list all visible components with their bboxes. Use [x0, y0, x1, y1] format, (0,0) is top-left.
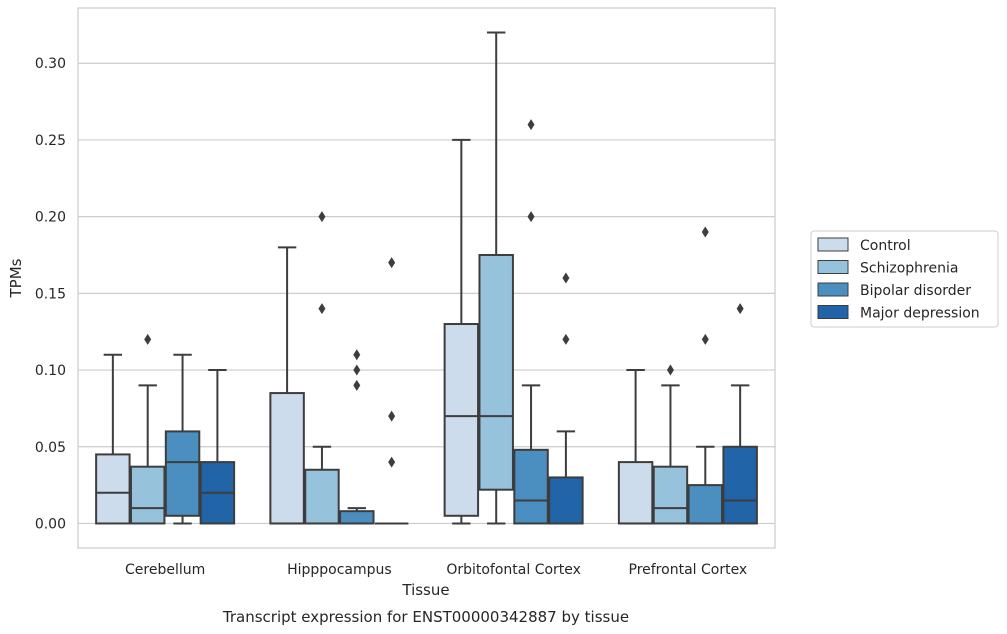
x-tick-label: Orbitofontal Cortex [446, 562, 581, 578]
box-body [164, 430, 201, 517]
x-tick-label: Prefrontal Cortex [629, 562, 748, 578]
y-tick-label: 0.05 [35, 440, 66, 456]
y-tick-label: 0.10 [35, 363, 66, 379]
legend-label: Major depression [860, 306, 980, 322]
outlier-point [144, 333, 152, 345]
outlier-point [388, 410, 396, 422]
y-tick-label: 0.15 [35, 286, 66, 302]
box-bipolar-disorder [687, 226, 724, 525]
legend-label: Bipolar disorder [860, 283, 971, 299]
outlier-point [388, 257, 396, 269]
box-schizophrenia [129, 333, 166, 525]
box-bipolar-disorder [164, 353, 201, 525]
box-body [722, 445, 758, 525]
outlier-point [353, 379, 361, 391]
legend: Control Schizophrenia Bipolar disorder Majo… [810, 230, 999, 328]
y-tick-label: 0.00 [35, 516, 66, 532]
outlier-point [701, 226, 709, 238]
outlier-point [318, 211, 326, 223]
outlier-point [318, 303, 326, 315]
box-body [652, 465, 689, 525]
outlier-point [562, 272, 570, 284]
y-tick-label: 0.25 [35, 133, 66, 149]
box-control [443, 138, 480, 525]
box-body [548, 476, 584, 525]
box-major-depression [374, 257, 409, 525]
plot-frame [77, 7, 776, 549]
box-body [95, 453, 131, 525]
box-bipolar-disorder [339, 349, 375, 525]
box-body [443, 323, 480, 517]
outlier-point [701, 333, 709, 345]
outlier-point [388, 456, 396, 468]
outlier-point [353, 364, 361, 376]
legend-label: Control [860, 238, 911, 254]
box-body [269, 392, 305, 525]
box-major-depression [548, 272, 584, 525]
box-control [95, 353, 131, 525]
outlier-point [527, 119, 535, 131]
x-axis-label: Tissue [401, 581, 449, 599]
box-major-depression [199, 369, 236, 525]
box-schizophrenia [652, 364, 689, 525]
legend-swatch [817, 260, 849, 274]
chart-caption: Transcript expression for ENST0000034288… [222, 608, 629, 626]
box-body [513, 448, 549, 525]
outlier-point [527, 211, 535, 223]
outlier-point [666, 364, 674, 376]
box-bipolar-disorder [513, 119, 549, 525]
legend-swatch [817, 237, 849, 252]
legend-swatch [817, 305, 849, 319]
box-body [687, 484, 724, 525]
box-body [339, 510, 375, 525]
legend-frame [810, 230, 999, 328]
box-body [304, 468, 340, 525]
y-axis-label: TPMs [7, 258, 25, 298]
y-tick-label: 0.20 [35, 210, 66, 226]
box-body [617, 461, 654, 525]
box-body [129, 465, 166, 525]
outlier-point [562, 333, 570, 345]
box-schizophrenia [304, 211, 340, 525]
outlier-point [353, 349, 361, 361]
y-tick-label: 0.30 [35, 56, 66, 72]
box-series [95, 31, 758, 525]
outlier-point [736, 303, 744, 315]
y-tick-labels: 0.00 0.05 0.10 0.15 0.20 0.25 0.30 [35, 56, 66, 532]
x-tick-label: Hipppocampus [287, 562, 392, 578]
x-tick-label: Cerebellum [125, 562, 205, 578]
box-control [617, 369, 654, 525]
x-tick-labels: Cerebellum Hipppocampus Orbitofontal Corte… [125, 562, 747, 578]
box-major-depression [722, 303, 758, 525]
legend-swatch [817, 282, 849, 297]
legend-label: Schizophrenia [860, 261, 958, 277]
box-control [269, 246, 305, 525]
box-body [478, 253, 514, 491]
box-schizophrenia [478, 31, 514, 525]
